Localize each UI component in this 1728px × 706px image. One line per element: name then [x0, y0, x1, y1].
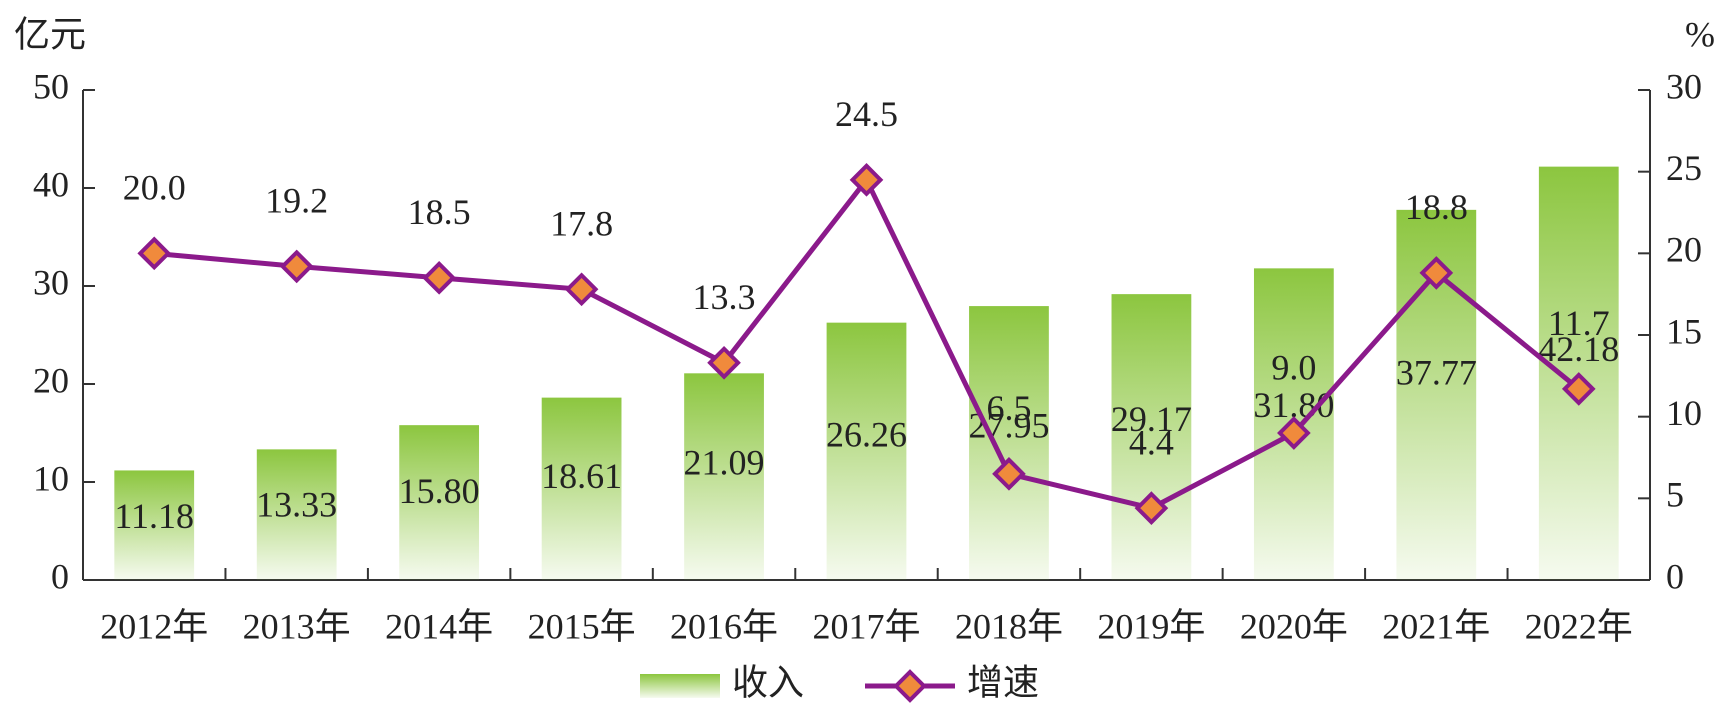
- line-marker: [1419, 256, 1454, 290]
- bar: [969, 306, 1049, 580]
- bar: [1111, 294, 1192, 580]
- line-value-label: 6.5: [986, 388, 1031, 428]
- line-marker: [707, 345, 741, 380]
- y2-tick-label: 5: [1666, 475, 1684, 515]
- x-tick-label: 2019年: [1097, 606, 1205, 646]
- y2-tick-label: 20: [1666, 230, 1702, 270]
- x-tick-label: 2012年: [100, 606, 208, 646]
- y2-tick-label: 15: [1666, 311, 1702, 351]
- y2-axis-label: %: [1685, 14, 1715, 54]
- legend-marker: [893, 669, 927, 703]
- x-tick-label: 2018年: [955, 606, 1063, 646]
- line-marker: [849, 163, 884, 197]
- line-value-label: 18.8: [1405, 187, 1468, 227]
- legend-swatch: [640, 674, 720, 698]
- bar-value-label: 27.95: [968, 406, 1049, 446]
- bar: [541, 397, 622, 580]
- bar-value-label: 21.09: [684, 443, 765, 483]
- bar-value-label: 18.61: [541, 456, 622, 496]
- x-tick-label: 2013年: [243, 606, 351, 646]
- line-marker: [564, 272, 599, 307]
- x-tick-label: 2020年: [1240, 606, 1348, 646]
- y-tick-label: 40: [33, 164, 69, 204]
- bar-value-label: 42.18: [1538, 329, 1619, 369]
- y-tick-label: 20: [33, 360, 69, 400]
- line-value-label: 13.3: [693, 277, 756, 317]
- line-marker: [279, 249, 314, 284]
- y2-tick-label: 30: [1666, 66, 1702, 106]
- bar: [826, 322, 907, 580]
- line-marker: [1134, 491, 1169, 525]
- y-axis-label: 亿元: [14, 14, 86, 54]
- legend-label: 增速: [967, 662, 1039, 702]
- line-value-label: 4.4: [1129, 422, 1174, 462]
- line-value-label: 11.7: [1548, 303, 1610, 343]
- y-tick-label: 0: [51, 556, 69, 596]
- y2-tick-label: 25: [1666, 148, 1702, 188]
- y2-tick-label: 10: [1666, 393, 1702, 433]
- line-marker: [1561, 372, 1596, 406]
- bar-value-label: 37.77: [1396, 353, 1477, 393]
- x-tick-label: 2022年: [1525, 606, 1633, 646]
- line-marker: [992, 457, 1026, 491]
- bar: [256, 449, 337, 580]
- bar-value-label: 13.33: [256, 484, 337, 524]
- line-value-label: 19.2: [265, 181, 328, 221]
- y-tick-label: 50: [33, 66, 69, 106]
- x-tick-label: 2014年: [385, 606, 493, 646]
- bar: [114, 470, 195, 580]
- line-marker: [1277, 416, 1311, 450]
- x-tick-label: 2016年: [670, 606, 778, 646]
- line-value-label: 9.0: [1271, 347, 1316, 387]
- line-marker: [422, 261, 456, 295]
- bar: [684, 373, 764, 580]
- line-value-label: 18.5: [408, 192, 471, 232]
- line-value-label: 24.5: [835, 94, 898, 134]
- x-tick-label: 2015年: [528, 606, 636, 646]
- bar-value-label: 29.17: [1111, 399, 1192, 439]
- bar-value-label: 15.80: [399, 471, 480, 511]
- legend-label: 收入: [732, 662, 804, 702]
- x-tick-label: 2021年: [1382, 606, 1490, 646]
- bar: [399, 425, 480, 580]
- y-tick-label: 30: [33, 262, 69, 302]
- line-value-label: 17.8: [550, 204, 613, 244]
- x-tick-label: 2017年: [812, 606, 920, 646]
- y-tick-label: 10: [33, 458, 69, 498]
- y2-tick-label: 0: [1666, 556, 1684, 596]
- line-value-label: 20.0: [123, 168, 186, 208]
- line-marker: [137, 236, 172, 271]
- bar-value-label: 11.18: [114, 496, 194, 536]
- bar-value-label: 26.26: [826, 415, 907, 455]
